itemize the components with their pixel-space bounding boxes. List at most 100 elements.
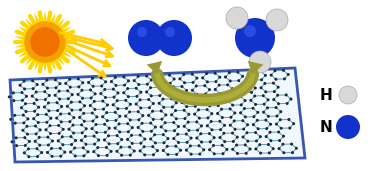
Circle shape	[54, 86, 57, 89]
Circle shape	[256, 111, 259, 114]
Circle shape	[36, 155, 39, 158]
Circle shape	[197, 108, 200, 111]
Circle shape	[152, 153, 155, 156]
Circle shape	[199, 132, 202, 135]
Circle shape	[206, 124, 209, 127]
Circle shape	[231, 131, 234, 135]
Circle shape	[225, 148, 228, 151]
Circle shape	[123, 84, 126, 87]
Circle shape	[135, 87, 138, 90]
Circle shape	[262, 111, 265, 114]
Circle shape	[222, 152, 225, 155]
Circle shape	[241, 119, 244, 122]
Circle shape	[156, 149, 159, 152]
Circle shape	[291, 151, 294, 154]
Circle shape	[122, 75, 125, 78]
Circle shape	[229, 107, 232, 110]
Circle shape	[45, 121, 48, 124]
Circle shape	[273, 90, 276, 93]
Circle shape	[69, 86, 72, 89]
Circle shape	[278, 139, 281, 142]
Circle shape	[223, 124, 226, 127]
Circle shape	[176, 133, 179, 136]
Circle shape	[151, 145, 154, 148]
Circle shape	[227, 92, 230, 95]
Circle shape	[126, 87, 129, 90]
Circle shape	[82, 146, 85, 149]
Circle shape	[233, 111, 236, 115]
Circle shape	[130, 134, 133, 137]
Circle shape	[128, 20, 164, 56]
Circle shape	[143, 153, 146, 156]
Circle shape	[12, 99, 15, 102]
Circle shape	[249, 51, 271, 73]
Circle shape	[290, 143, 293, 146]
Circle shape	[114, 76, 117, 79]
Circle shape	[213, 152, 216, 155]
Circle shape	[263, 103, 266, 106]
Circle shape	[127, 79, 130, 82]
Circle shape	[150, 94, 153, 97]
Circle shape	[69, 151, 72, 154]
Circle shape	[91, 120, 94, 123]
Circle shape	[192, 81, 195, 84]
Circle shape	[245, 152, 248, 155]
Circle shape	[14, 122, 17, 125]
Circle shape	[23, 151, 26, 154]
Circle shape	[160, 74, 163, 77]
Circle shape	[139, 107, 142, 109]
Circle shape	[234, 128, 237, 131]
Circle shape	[96, 146, 99, 149]
Circle shape	[221, 100, 224, 103]
Circle shape	[202, 148, 205, 151]
Circle shape	[20, 91, 23, 94]
Circle shape	[235, 144, 238, 147]
Circle shape	[254, 147, 257, 150]
Circle shape	[219, 128, 222, 131]
Circle shape	[149, 137, 152, 140]
Circle shape	[236, 152, 239, 155]
Circle shape	[226, 83, 229, 86]
Circle shape	[173, 129, 176, 132]
Circle shape	[229, 116, 232, 119]
Circle shape	[57, 139, 60, 142]
Circle shape	[93, 143, 96, 146]
Circle shape	[187, 121, 190, 124]
Circle shape	[272, 82, 275, 85]
Circle shape	[127, 95, 130, 98]
Circle shape	[85, 127, 88, 130]
Circle shape	[185, 89, 188, 92]
Circle shape	[268, 152, 271, 154]
Circle shape	[131, 126, 134, 129]
Circle shape	[218, 92, 222, 95]
Circle shape	[175, 101, 178, 104]
Circle shape	[162, 149, 165, 152]
Polygon shape	[56, 18, 65, 28]
Circle shape	[54, 78, 57, 81]
Circle shape	[177, 141, 180, 144]
Circle shape	[156, 20, 192, 56]
Circle shape	[254, 131, 257, 134]
Circle shape	[68, 78, 71, 81]
Circle shape	[126, 122, 129, 125]
Circle shape	[39, 128, 42, 131]
Circle shape	[277, 130, 280, 134]
Circle shape	[94, 92, 97, 95]
Circle shape	[79, 108, 82, 111]
Circle shape	[58, 98, 61, 101]
Circle shape	[239, 111, 242, 114]
Circle shape	[141, 130, 144, 133]
Circle shape	[80, 123, 83, 126]
Circle shape	[272, 98, 275, 101]
Circle shape	[172, 137, 175, 140]
Circle shape	[183, 81, 186, 84]
Circle shape	[25, 22, 65, 62]
Circle shape	[266, 98, 270, 101]
Text: H: H	[320, 88, 333, 102]
Circle shape	[129, 154, 132, 157]
Circle shape	[113, 96, 116, 99]
Circle shape	[33, 102, 36, 105]
Circle shape	[36, 113, 39, 116]
Polygon shape	[34, 13, 40, 24]
Circle shape	[182, 73, 185, 76]
